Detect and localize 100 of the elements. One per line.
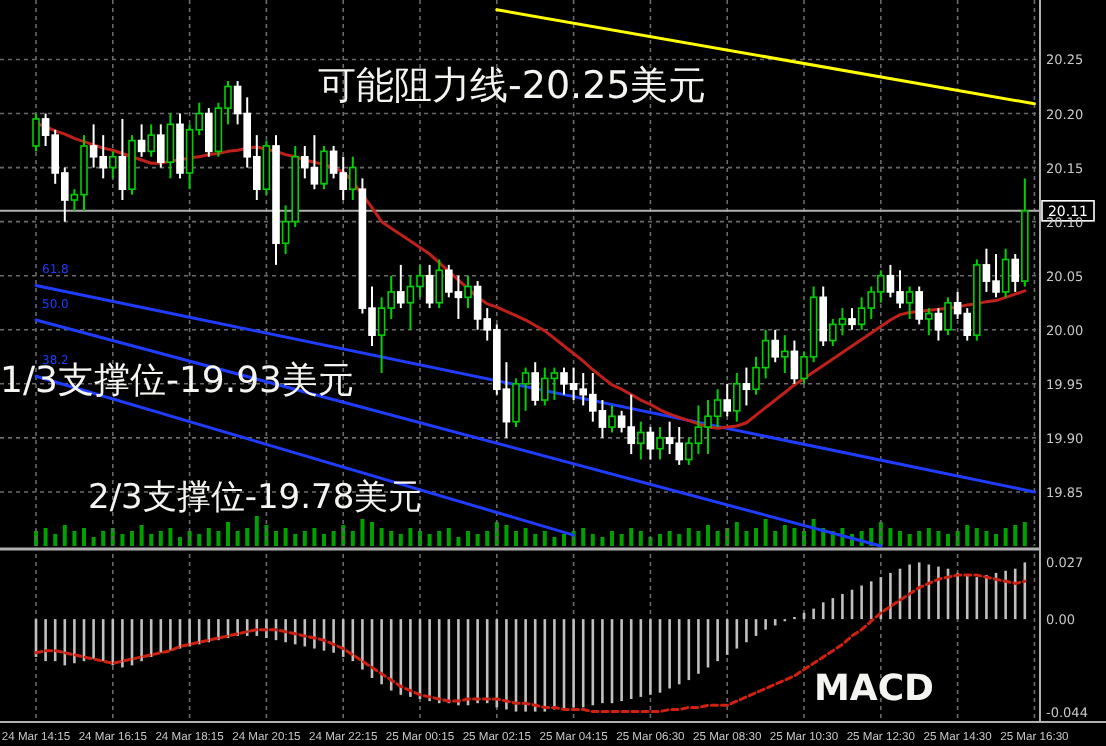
bar [667, 531, 672, 546]
bar [581, 528, 586, 546]
bar [763, 519, 768, 546]
bar [475, 534, 480, 546]
bar [888, 528, 893, 546]
candlestick [781, 334, 789, 375]
candlestick [109, 150, 117, 180]
candlestick [915, 285, 924, 326]
candlestick [656, 426, 664, 461]
candlestick [32, 112, 40, 153]
candlestick [166, 112, 175, 180]
bar [101, 531, 106, 546]
bar [398, 534, 403, 546]
candlestick [944, 296, 952, 337]
bar [312, 528, 317, 546]
bar [715, 531, 720, 546]
candlestick [397, 263, 405, 310]
bar [734, 522, 739, 546]
bar [370, 522, 375, 546]
candlestick [1011, 253, 1020, 293]
bar [1013, 525, 1018, 546]
candlestick [723, 382, 732, 418]
bar [638, 531, 643, 546]
bar [706, 525, 711, 546]
bar [523, 528, 528, 546]
bar [456, 537, 461, 546]
bar [658, 534, 663, 546]
bar [178, 537, 183, 546]
bar [926, 528, 931, 546]
bar [360, 519, 365, 546]
bar [782, 525, 787, 546]
bar [427, 534, 432, 546]
bar [514, 531, 519, 546]
bar [619, 534, 624, 546]
bar [245, 528, 250, 546]
bar [235, 531, 240, 546]
bar [936, 531, 941, 546]
bar [562, 534, 567, 546]
candlestick [771, 328, 780, 364]
annotation: 可能阻力线-20.25美元 [318, 64, 707, 108]
bar [466, 531, 471, 546]
bar [91, 537, 96, 546]
candlestick [819, 285, 828, 347]
bar [542, 531, 547, 546]
bar [533, 534, 538, 546]
candlestick [262, 139, 271, 196]
bar [773, 531, 778, 546]
bar [984, 531, 989, 546]
candlestick [320, 144, 328, 191]
bar [389, 531, 394, 546]
bar [53, 534, 58, 546]
bar [283, 528, 288, 546]
bar [62, 525, 67, 546]
bar [696, 531, 701, 546]
bar [216, 531, 221, 546]
bar [686, 528, 691, 546]
bar [130, 531, 134, 546]
bar [43, 528, 48, 546]
candlestick [1001, 247, 1010, 299]
bar [754, 528, 759, 546]
bar [552, 537, 557, 546]
candlestick [742, 366, 751, 407]
bar [946, 534, 951, 546]
bar [907, 534, 912, 546]
candlestick [118, 117, 127, 202]
bar [744, 531, 749, 546]
candlestick [464, 274, 472, 310]
candlestick [934, 307, 943, 342]
bar [293, 534, 298, 546]
bar [322, 534, 327, 546]
candlestick [925, 307, 933, 337]
bar [350, 531, 355, 546]
bar [226, 522, 231, 546]
annotation: MACD [814, 668, 934, 710]
bar [206, 528, 211, 546]
candlestick [905, 285, 914, 320]
bar [600, 537, 605, 546]
bar [590, 534, 595, 546]
bar [504, 525, 509, 546]
bar [72, 531, 77, 546]
candlestick [637, 420, 645, 461]
candlestick [157, 123, 165, 169]
bar [168, 528, 173, 546]
candlestick [147, 123, 155, 158]
bar [917, 531, 922, 546]
bar [139, 525, 144, 546]
candlestick [137, 123, 146, 158]
bar [408, 528, 413, 546]
bar [898, 531, 903, 546]
bar [437, 531, 442, 546]
line-series [34, 573, 1027, 714]
bar [610, 531, 615, 546]
bar [331, 531, 336, 546]
bar [158, 531, 163, 546]
candlestick [435, 258, 444, 310]
bar [446, 528, 451, 546]
bar [82, 528, 86, 546]
bar [485, 531, 490, 546]
bar [274, 531, 279, 546]
bar [974, 528, 979, 546]
